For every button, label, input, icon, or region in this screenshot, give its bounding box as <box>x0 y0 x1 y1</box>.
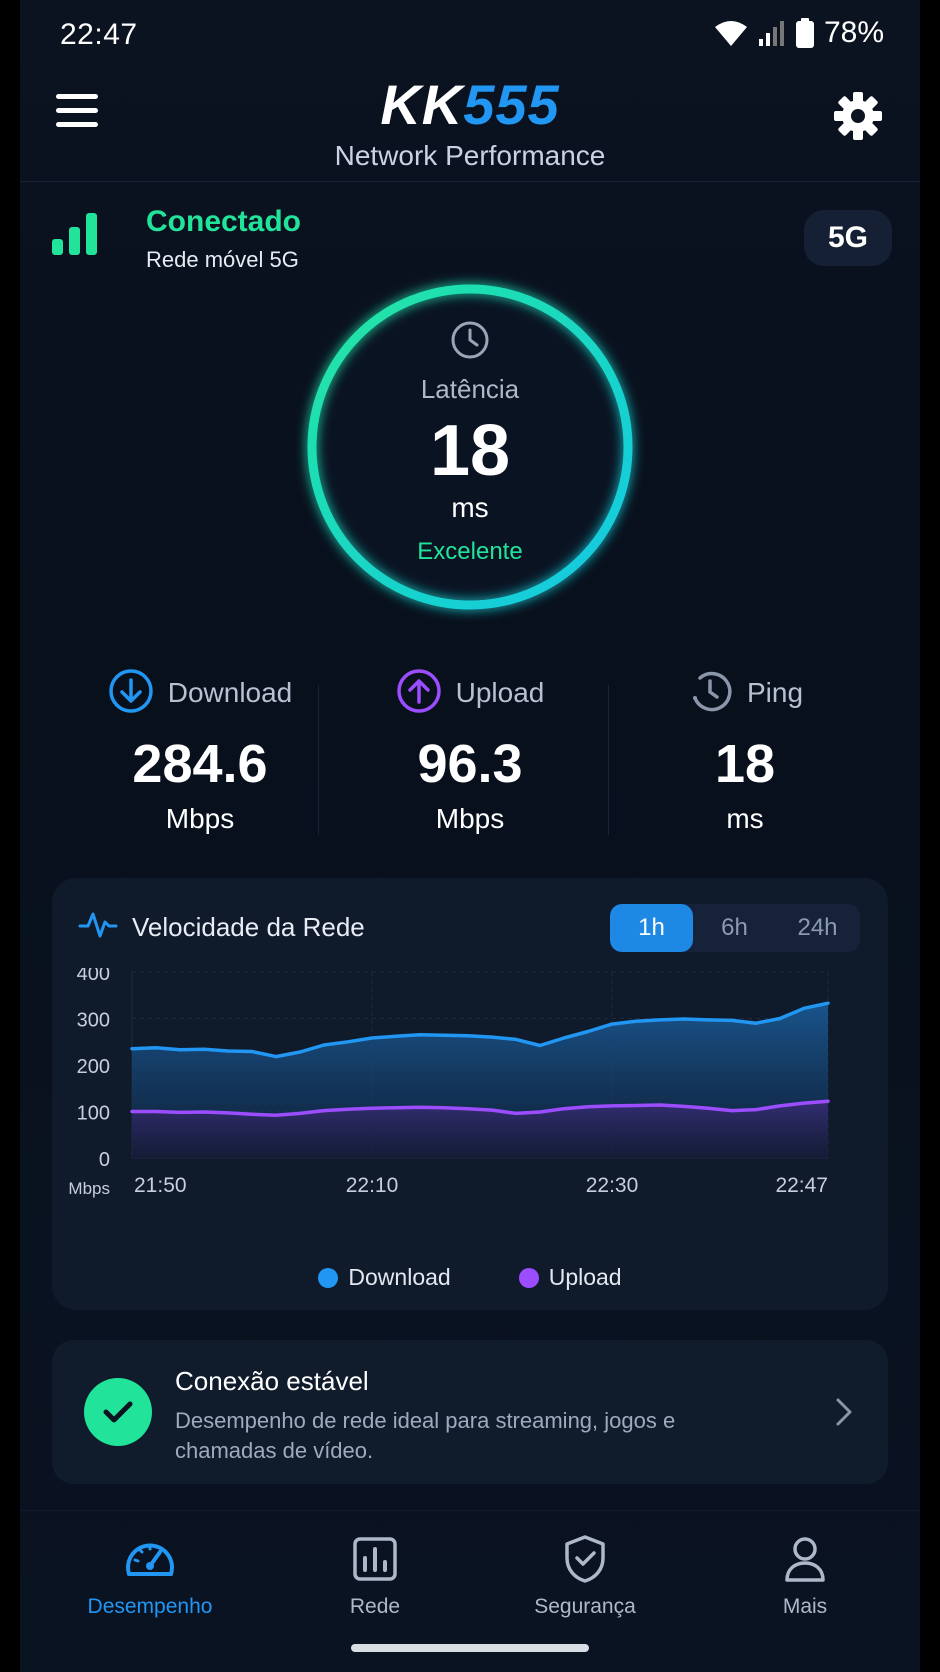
x-tick-label: 22:47 <box>775 1174 828 1197</box>
upload-line <box>130 1099 830 1117</box>
latency-quality: Excelente <box>417 538 523 565</box>
upload-metric: Upload 96.3 Mbps <box>320 665 620 845</box>
activity-icon <box>78 910 118 945</box>
app-screen: 22:47 78% <box>20 0 920 1672</box>
nav-seguranca[interactable]: Segurança <box>485 1529 685 1639</box>
y-tick-label: 400 <box>77 968 110 985</box>
metric-divider <box>318 685 319 835</box>
x-tick-label: 21:50 <box>134 1174 187 1197</box>
battery-icon <box>795 18 814 48</box>
home-indicator[interactable] <box>351 1644 589 1652</box>
range-6h-button[interactable]: 6h <box>721 914 748 941</box>
x-tick-label: 22:10 <box>346 1174 399 1197</box>
download-unit: Mbps <box>165 803 235 834</box>
status-bar: 22:47 78% <box>20 0 920 70</box>
chart-title: Velocidade da Rede <box>132 912 365 942</box>
network-type-label: Rede móvel 5G <box>146 247 299 272</box>
hamburger-icon <box>56 94 98 99</box>
app-subtitle: Network Performance <box>334 140 606 171</box>
battery-percentage: 78% <box>823 16 884 49</box>
stable-description: Desempenho de rede ideal para streaming,… <box>175 1408 676 1463</box>
y-tick-label: 0 <box>99 1149 110 1171</box>
range-1h-button[interactable]: 1h <box>610 904 693 952</box>
bar-chart-icon <box>353 1537 397 1581</box>
legend-dot <box>518 1267 539 1288</box>
gear-icon <box>834 92 882 140</box>
ping-metric: Ping 18 ms <box>595 665 895 845</box>
y-axis-unit: Mbps <box>68 1179 110 1198</box>
status-time: 22:47 <box>60 18 138 51</box>
x-tick-label: 22:30 <box>586 1174 639 1197</box>
latency-unit: ms <box>451 492 489 523</box>
person-icon <box>785 1537 825 1582</box>
speed-metrics: Download 284.6 Mbps Upload 96.3 Mbps <box>20 665 920 845</box>
latency-value: 18 <box>429 411 511 491</box>
latency-gauge: Latência 18 ms Excelente <box>295 272 645 622</box>
menu-button[interactable] <box>56 94 104 138</box>
app-header: KK555 Network Performance <box>20 70 920 182</box>
connection-row: Conectado Rede móvel 5G 5G <box>52 205 892 275</box>
wifi-icon <box>714 19 748 47</box>
time-range-selector: 1h 6h 24h <box>610 904 860 952</box>
nav-mais[interactable]: Mais <box>705 1529 905 1639</box>
chart-legend: Download Upload <box>52 1264 888 1291</box>
download-icon <box>108 668 154 719</box>
y-tick-label: 200 <box>77 1056 110 1078</box>
network-badge: 5G <box>804 210 892 266</box>
stable-connection-card[interactable]: Conexão estável Desempenho de rede ideal… <box>52 1340 888 1484</box>
metric-divider <box>608 685 609 835</box>
upload-label: Upload <box>455 677 545 708</box>
stable-title: Conexão estável <box>175 1366 369 1396</box>
check-circle-icon <box>84 1378 152 1446</box>
ping-label: Ping <box>746 677 804 708</box>
latency-ring <box>307 284 633 610</box>
latency-label: Latência <box>420 374 520 404</box>
ping-unit: ms <box>726 803 764 834</box>
settings-button[interactable] <box>832 90 884 142</box>
connection-status: Conectado <box>146 205 302 238</box>
upload-unit: Mbps <box>435 803 505 834</box>
cellular-signal-icon <box>758 19 786 47</box>
bottom-navigation: Desempenho Rede Segurança <box>20 1510 920 1672</box>
upload-area <box>132 1101 828 1158</box>
upload-value: 96.3 <box>417 734 523 794</box>
y-tick-label: 300 <box>77 1010 110 1032</box>
ping-icon <box>687 668 733 719</box>
upload-icon <box>396 668 442 719</box>
nav-desempenho[interactable]: Desempenho <box>50 1529 250 1639</box>
status-icons: 78% <box>714 16 884 50</box>
download-label: Download <box>167 677 293 708</box>
legend-download: Download <box>318 1264 451 1291</box>
download-metric: Download 284.6 Mbps <box>50 665 350 845</box>
chevron-right-icon <box>834 1396 854 1433</box>
y-tick-label: 100 <box>77 1103 110 1125</box>
legend-upload: Upload <box>518 1264 622 1291</box>
speed-chart: 400 300 200 100 0 Mbps 21:50 22:10 22:30 22:47 <box>68 968 830 1198</box>
nav-rede[interactable]: Rede <box>275 1529 475 1639</box>
shield-check-icon <box>565 1535 605 1583</box>
legend-dot <box>318 1267 339 1288</box>
range-24h-button[interactable]: 24h <box>797 914 838 941</box>
speedometer-icon <box>126 1543 174 1576</box>
app-logo: KK555 <box>380 73 560 136</box>
ping-value: 18 <box>714 734 776 794</box>
clock-icon <box>450 320 490 365</box>
network-speed-card: Velocidade da Rede 1h 6h 24h 400 300 200 10… <box>52 878 888 1310</box>
download-line <box>130 1001 830 1059</box>
download-value: 284.6 <box>132 734 268 794</box>
signal-bars-icon <box>52 213 100 262</box>
